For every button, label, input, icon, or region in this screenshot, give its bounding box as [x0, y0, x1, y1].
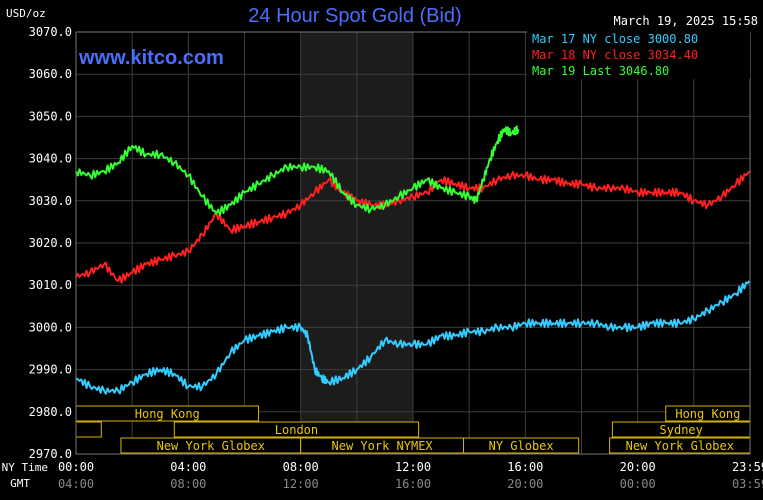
x-tick-label-ny: 08:00: [283, 460, 319, 474]
chart-title: 24 Hour Spot Gold (Bid): [248, 5, 461, 27]
gmt-label: GMT: [10, 477, 30, 490]
x-tick-label-ny: 20:00: [620, 460, 656, 474]
x-tick-label-gmt: 16:00: [395, 477, 431, 491]
session-ny-globex-short-label: NY Globex: [489, 439, 554, 453]
y-tick-label: 3020.0: [29, 236, 72, 250]
y-tick-label: 3060.0: [29, 67, 72, 81]
legend: Mar 17 NY close 3000.80 Mar 18 NY close …: [527, 31, 750, 79]
series-line-3: [75, 125, 520, 216]
y-tick-labels: 3070.0 3060.0 3050.0 3040.0 3030.0 3020.0 3010…: [29, 25, 72, 461]
x-tick-label-gmt: 03:59: [732, 477, 763, 491]
session-london-label: London: [275, 423, 318, 437]
x-tick-label-gmt: 04:00: [58, 477, 94, 491]
session-ny-globex-label: New York Globex: [157, 439, 265, 453]
session-london-bar: [173, 421, 420, 438]
legend-background: [527, 31, 750, 79]
y-tick-label: 2980.0: [29, 405, 72, 419]
y-tick-label: 3000.0: [29, 320, 72, 334]
series-line-1: [75, 280, 751, 395]
x-tick-label-ny: 23:59: [732, 460, 763, 474]
session-blank-bar: [75, 421, 102, 438]
x-tick-label-gmt: 00:00: [620, 477, 656, 491]
y-tick-label: 3070.0: [29, 25, 72, 39]
legend-entry-mar19: Mar 19 Last 3046.80: [532, 64, 669, 78]
legend-entry-mar18: Mar 18 NY close 3034.40: [532, 48, 698, 62]
plot-border: [75, 31, 751, 455]
x-tick-label-gmt: 20:00: [507, 477, 543, 491]
session-hong-kong-late-label: Hong Kong: [675, 407, 740, 421]
legend-entry-mar17: Mar 17 NY close 3000.80: [532, 32, 698, 46]
x-tick-label-gmt: 12:00: [283, 477, 319, 491]
session-hong-kong-label: Hong Kong: [135, 407, 200, 421]
x-tick-label-ny: 04:00: [170, 460, 206, 474]
y-tick-label: 3030.0: [29, 194, 72, 208]
ny-time-label: NY Time: [2, 461, 48, 474]
session-ny-globex-short-bar: [463, 437, 580, 454]
y-tick-label: 2990.0: [29, 363, 72, 377]
series-line-2: [75, 170, 751, 284]
y-tick-label: 3050.0: [29, 109, 72, 123]
y-tick-label: 3040.0: [29, 152, 72, 166]
x-tick-label-ny: 16:00: [507, 460, 543, 474]
x-tick-labels: 00:00 04:00 08:00 12:00 16:00 20:00 23:59 04:00…: [58, 460, 763, 491]
session-bars: Hong Kong Hong Kong London Sydney New York G…: [75, 405, 751, 454]
x-tick-label-ny: 12:00: [395, 460, 431, 474]
x-tick-label-gmt: 08:00: [170, 477, 206, 491]
y-tick-label: 3010.0: [29, 278, 72, 292]
unit-label: USD/oz: [6, 7, 46, 20]
session-ny-nymex-label: New York NYMEX: [332, 439, 434, 453]
session-sydney-label: Sydney: [660, 423, 703, 437]
x-tick-label-ny: 00:00: [58, 460, 94, 474]
timestamp: March 19, 2025 15:58: [614, 14, 759, 28]
session-ny-globex-late-label: New York Globex: [626, 439, 734, 453]
watermark: www.kitco.com: [78, 47, 224, 69]
series-layer: [75, 125, 751, 395]
y-tick-label: 2970.0: [29, 447, 72, 461]
